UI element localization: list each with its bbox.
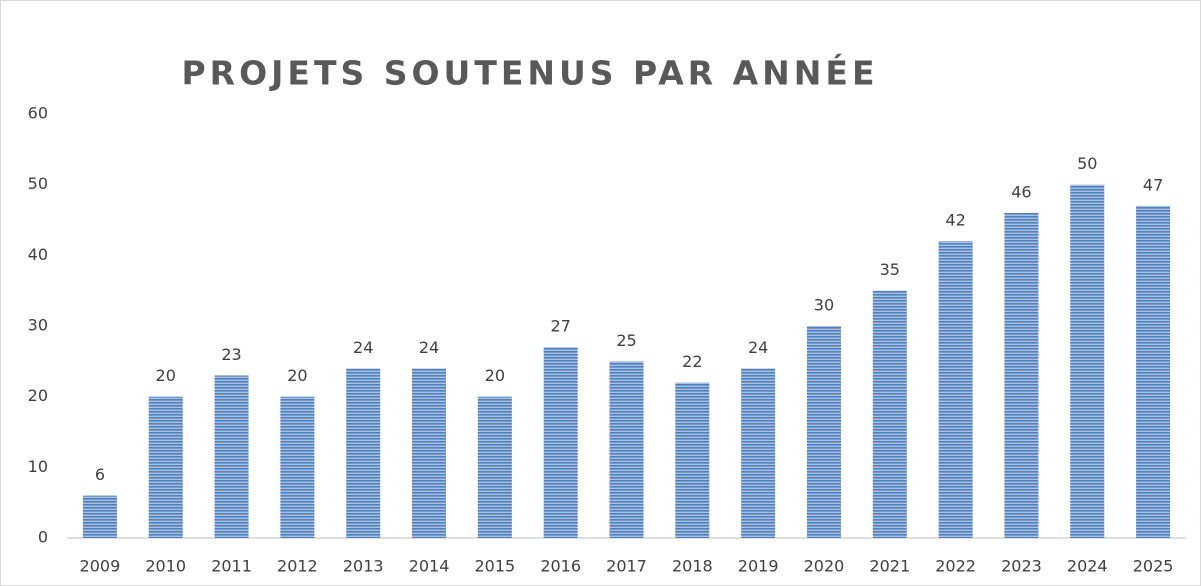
data-label: 20 [485, 366, 505, 385]
x-tick-label: 2014 [409, 557, 450, 576]
x-tick-label: 2010 [145, 557, 186, 576]
bar [1070, 184, 1105, 538]
data-label: 42 [945, 211, 965, 230]
x-tick-label: 2020 [804, 557, 845, 576]
x-tick-label: 2016 [540, 557, 581, 576]
x-tick-label: 2013 [343, 557, 384, 576]
data-label: 6 [95, 465, 105, 484]
bar [214, 375, 249, 538]
data-label: 30 [814, 296, 834, 315]
data-label: 50 [1077, 154, 1097, 173]
bar [675, 382, 710, 538]
x-tick-label: 2024 [1067, 557, 1108, 576]
data-label: 23 [221, 345, 241, 364]
data-label: 25 [616, 331, 636, 350]
x-tick-label: 2022 [935, 557, 976, 576]
data-label: 20 [287, 366, 307, 385]
y-tick-label: 60 [28, 104, 48, 123]
y-tick-label: 50 [28, 174, 48, 193]
x-tick-label: 2011 [211, 557, 252, 576]
bar [412, 368, 447, 538]
bar [543, 347, 578, 538]
x-tick-label: 2021 [869, 557, 910, 576]
data-label: 24 [748, 338, 768, 357]
x-tick-label: 2023 [1001, 557, 1042, 576]
y-tick-label: 0 [38, 528, 48, 547]
bar [346, 368, 381, 538]
y-tick-label: 30 [28, 316, 48, 335]
bar [609, 361, 644, 538]
bar [477, 396, 512, 538]
bar [872, 290, 907, 538]
x-tick-label: 2019 [738, 557, 779, 576]
y-tick-label: 10 [28, 457, 48, 476]
bar [148, 396, 183, 538]
bar [806, 326, 841, 538]
bar [1004, 212, 1039, 538]
chart-title: PROJETS SOUTENUS PAR ANNÉE [181, 53, 878, 93]
x-tick-label: 2015 [474, 557, 515, 576]
data-label: 24 [353, 338, 373, 357]
x-tick-label: 2017 [606, 557, 647, 576]
y-tick-label: 40 [28, 245, 48, 264]
bar [741, 368, 776, 538]
x-tick-label: 2009 [80, 557, 121, 576]
data-label: 24 [419, 338, 439, 357]
data-label: 27 [550, 317, 570, 336]
data-label: 35 [880, 260, 900, 279]
y-tick-label: 20 [28, 386, 48, 405]
bar [280, 396, 315, 538]
bar [82, 495, 117, 538]
data-label: 46 [1011, 182, 1031, 201]
x-tick-label: 2025 [1133, 557, 1174, 576]
bar [1136, 205, 1171, 538]
data-label: 22 [682, 352, 702, 371]
x-tick-label: 2012 [277, 557, 318, 576]
data-label: 47 [1143, 175, 1163, 194]
bar [938, 241, 973, 538]
data-label: 20 [156, 366, 176, 385]
x-tick-label: 2018 [672, 557, 713, 576]
